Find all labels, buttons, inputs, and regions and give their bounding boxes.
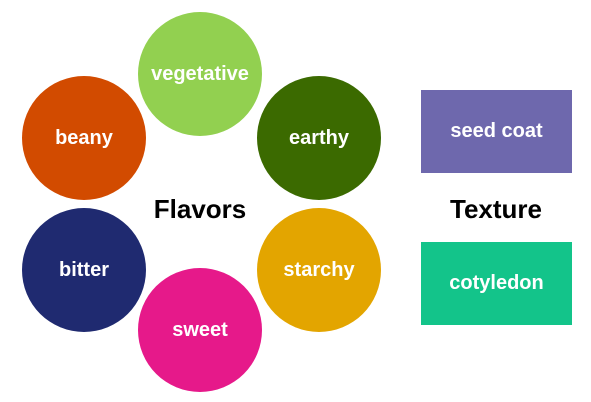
flavor-circle-bitter: bitter (22, 208, 146, 332)
texture-box-cotyledon: cotyledon (421, 242, 572, 325)
texture-label-cotyledon: cotyledon (449, 272, 544, 294)
flavor-circle-starchy: starchy (257, 208, 381, 332)
texture-label-seed-coat: seed coat (450, 120, 543, 142)
flavor-label-vegetative: vegetative (151, 63, 249, 85)
flavor-circle-earthy: earthy (257, 76, 381, 200)
flavor-circle-vegetative: vegetative (138, 12, 262, 136)
flavor-label-beany: beany (55, 127, 113, 149)
flavor-label-starchy: starchy (283, 259, 355, 281)
texture-heading: Texture (450, 194, 542, 224)
flavor-label-bitter: bitter (59, 259, 109, 281)
flavor-circle-beany: beany (22, 76, 146, 200)
flavor-label-sweet: sweet (172, 319, 228, 341)
flavor-label-earthy: earthy (288, 127, 350, 149)
texture-box-seed-coat: seed coat (421, 90, 572, 173)
flavors-heading: Flavors (153, 194, 247, 224)
flavor-circle-sweet: sweet (138, 268, 262, 392)
